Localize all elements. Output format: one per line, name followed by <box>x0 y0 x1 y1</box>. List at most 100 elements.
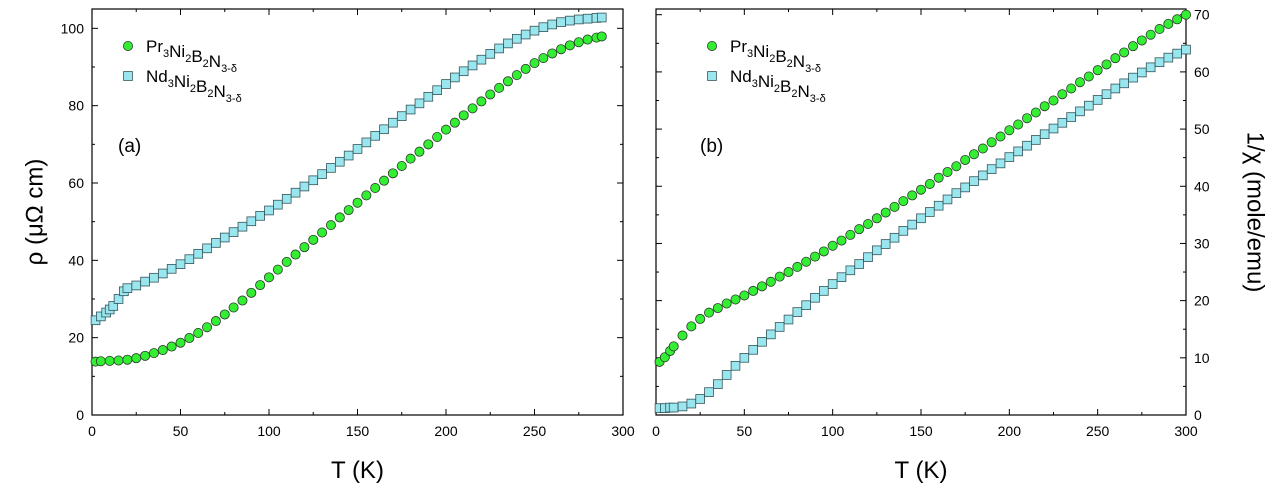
legend-marker-b-1 <box>707 71 717 81</box>
legend-label-b-1: Nd3Ni2B2N3-δ <box>730 67 826 105</box>
legend-marker-b-0 <box>707 41 718 52</box>
panel-label-b: (b) <box>700 136 723 157</box>
data-point-a-0-44 <box>476 96 487 107</box>
data-point-b-0-16 <box>783 267 794 278</box>
data-point-a-0-37 <box>414 146 425 157</box>
data-point-a-0-54 <box>564 40 575 51</box>
data-point-b-1-46 <box>1048 123 1059 134</box>
data-point-a-0-31 <box>361 190 372 201</box>
x-tick-label-a-5: 250 <box>523 423 547 439</box>
data-point-b-0-20 <box>818 246 829 257</box>
data-point-a-0-11 <box>184 333 195 344</box>
data-point-b-1-59 <box>1163 52 1174 63</box>
data-point-a-1-9 <box>140 276 150 287</box>
data-point-a-0-6 <box>140 350 151 361</box>
data-point-a-1-54 <box>538 22 549 32</box>
data-point-a-0-33 <box>379 175 390 186</box>
data-point-b-1-39 <box>986 164 997 174</box>
data-point-a-1-38 <box>396 111 407 121</box>
data-point-b-0-54 <box>1119 47 1130 58</box>
data-point-b-0-58 <box>1154 24 1165 35</box>
data-point-b-0-42 <box>1013 119 1024 130</box>
legend-marker-a-1 <box>123 71 133 81</box>
data-point-a-1-59 <box>582 13 593 24</box>
data-point-a-0-36 <box>405 153 416 164</box>
data-point-a-0-13 <box>202 322 213 333</box>
data-point-a-1-13 <box>175 259 186 269</box>
data-point-a-1-33 <box>352 144 363 154</box>
data-point-a-0-52 <box>547 48 558 59</box>
data-point-b-1-5 <box>686 398 697 409</box>
data-point-b-1-45 <box>1039 129 1050 140</box>
data-point-a-1-35 <box>370 131 380 141</box>
data-point-b-1-37 <box>969 176 979 186</box>
data-point-b-1-50 <box>1084 100 1094 111</box>
panel-a-chart: 0 50 100 150 200 250 300 0 20 40 60 80 100 T (K) ρ (μΩ… <box>21 8 635 484</box>
data-point-a-1-41 <box>423 91 434 102</box>
data-point-b-1-23 <box>845 265 856 276</box>
data-point-b-0-56 <box>1136 35 1147 46</box>
data-point-a-1-26 <box>290 187 301 198</box>
data-point-b-0-49 <box>1075 77 1086 88</box>
data-point-b-1-44 <box>1031 135 1041 145</box>
data-point-a-0-39 <box>432 131 443 142</box>
legend-marker-a-0 <box>123 41 134 52</box>
data-point-b-0-50 <box>1083 71 1094 82</box>
data-point-b-1-49 <box>1075 106 1085 117</box>
data-point-a-1-47 <box>476 54 487 65</box>
data-point-b-1-60 <box>1172 48 1182 59</box>
data-point-b-1-17 <box>792 307 803 317</box>
data-point-a-1-11 <box>157 268 168 279</box>
y-tick-label-b-4: 40 <box>1194 178 1210 194</box>
data-point-b-0-61 <box>1181 9 1192 20</box>
data-point-b-0-43 <box>1022 113 1033 124</box>
data-point-a-1-12 <box>166 264 177 274</box>
data-point-a-1-15 <box>193 248 204 259</box>
data-point-a-1-20 <box>237 221 248 232</box>
data-point-b-1-24 <box>854 259 864 269</box>
data-point-a-0-43 <box>467 103 478 114</box>
data-point-a-0-17 <box>237 295 248 306</box>
y-tick-label-a-0: 0 <box>76 407 84 423</box>
data-point-b-1-54 <box>1119 78 1129 89</box>
data-point-a-0-8 <box>157 345 168 356</box>
data-point-b-1-25 <box>863 252 873 262</box>
data-point-a-1-42 <box>432 85 442 96</box>
data-point-b-1-11 <box>739 353 750 363</box>
data-point-a-1-18 <box>219 232 230 243</box>
data-point-a-0-29 <box>343 205 354 216</box>
data-point-a-0-45 <box>485 89 496 100</box>
data-point-b-0-39 <box>986 137 997 148</box>
data-point-a-0-50 <box>529 58 540 69</box>
data-point-b-1-9 <box>721 370 732 380</box>
data-point-a-0-24 <box>299 242 310 253</box>
x-axis-title-a: T (K) <box>331 457 384 484</box>
data-point-b-0-25 <box>863 219 874 230</box>
y-axis-title-b: 1/χ (mole/emu) <box>1242 132 1269 293</box>
data-point-a-1-50 <box>503 38 513 49</box>
series-a-0 <box>90 31 607 367</box>
data-point-b-1-36 <box>960 182 970 193</box>
data-point-b-1-61 <box>1181 44 1191 55</box>
data-point-b-0-26 <box>871 213 882 224</box>
data-point-a-0-46 <box>494 82 505 93</box>
data-point-a-0-51 <box>538 53 549 64</box>
data-point-a-1-44 <box>450 72 460 83</box>
data-point-a-0-47 <box>502 76 513 87</box>
y-tick-label-a-3: 60 <box>68 175 84 191</box>
data-point-b-0-30 <box>907 190 918 201</box>
data-point-b-1-43 <box>1022 140 1032 151</box>
data-point-b-0-9 <box>721 298 732 309</box>
data-point-b-0-24 <box>854 224 865 235</box>
data-point-b-0-46 <box>1048 95 1059 106</box>
data-point-b-0-10 <box>730 294 741 305</box>
data-point-b-0-47 <box>1057 89 1068 100</box>
data-point-b-0-40 <box>995 131 1006 142</box>
data-point-b-1-27 <box>880 239 891 249</box>
data-point-b-1-29 <box>898 226 909 236</box>
data-point-b-0-41 <box>1004 125 1015 136</box>
data-point-a-0-9 <box>166 341 177 352</box>
x-tick-label-a-4: 200 <box>434 423 458 439</box>
data-point-a-1-58 <box>573 14 584 25</box>
